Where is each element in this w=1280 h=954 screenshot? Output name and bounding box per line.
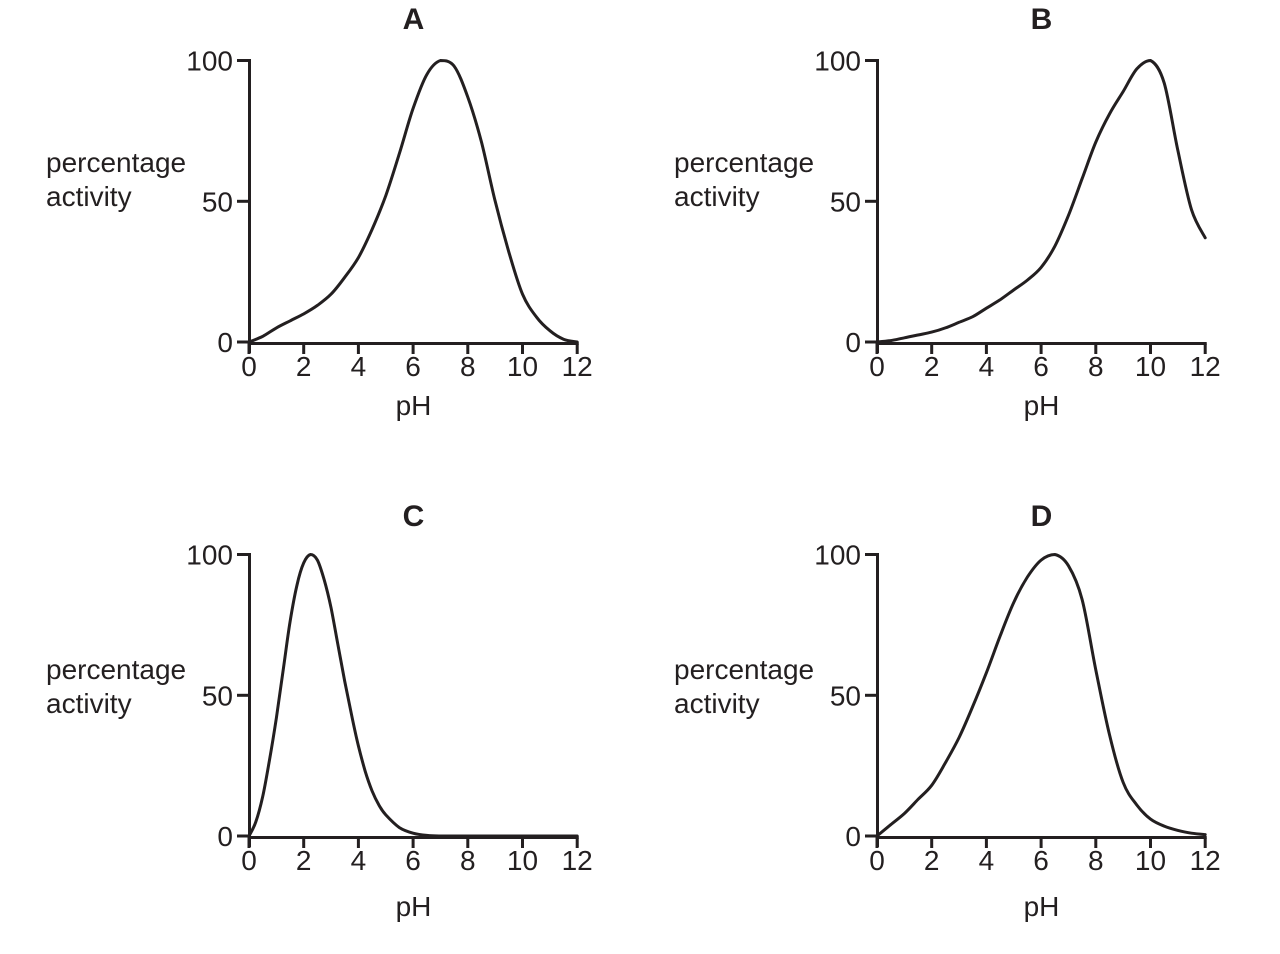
y-tick-label: 0 [845,327,861,358]
y-axis-label-line2: activity [46,688,132,719]
x-tick-label: 12 [562,845,593,876]
x-tick-label: 4 [979,351,995,382]
x-tick-label: 2 [296,351,312,382]
x-axis-label: pH [395,891,432,922]
x-tick-label: 6 [1033,845,1049,876]
x-tick-label: 0 [869,351,885,382]
chart-panel-c: 0 2 4 6 8 10 12 0 50 100 C percentage activity pH [0,477,640,954]
x-tick-label: 12 [1190,845,1221,876]
chart-title-d: D [1030,500,1053,533]
y-tick-label: 100 [814,540,861,571]
chart-panel-d: 0 2 4 6 8 10 12 0 50 100 D percentage activity pH [628,477,1280,954]
y-axis-label-line1: percentage [674,147,815,178]
y-tick-label: 0 [217,821,233,852]
x-tick-label: 0 [241,845,257,876]
x-tick-label: 8 [460,845,476,876]
y-tick-label: 50 [202,680,233,711]
chart-canvas-c: 0 2 4 6 8 10 12 0 50 100 [186,540,593,877]
x-tick-label: 6 [1033,351,1049,382]
x-tick-label: 8 [460,351,476,382]
activity-curve [247,58,579,344]
y-axis-label: percentage activity [46,653,186,721]
y-axis-label: percentage activity [46,146,186,214]
y-tick-label: 0 [217,327,233,358]
y-tick-label: 0 [845,821,861,852]
x-tick-label: 8 [1088,351,1104,382]
y-axis-label-line1: percentage [674,654,815,685]
y-tick-label: 50 [830,680,861,711]
x-tick-label: 12 [1190,351,1221,382]
chart-title-a: A [402,3,425,36]
x-tick-label: 4 [351,845,367,876]
y-axis-label-line1: percentage [46,654,187,685]
y-tick-label: 50 [830,186,861,217]
chart-canvas-a: 0 2 4 6 8 10 12 0 50 100 [186,46,593,383]
x-tick-label: 10 [1135,845,1166,876]
x-axis-label: pH [1023,891,1060,922]
activity-curve [875,58,1207,344]
y-axis-label-line2: activity [674,688,760,719]
chart-title-b: B [1030,3,1053,36]
activity-curve [875,552,1207,838]
x-tick-label: 6 [405,845,421,876]
y-axis-label-line2: activity [46,181,132,212]
y-tick-label: 100 [186,540,233,571]
x-tick-label: 12 [562,351,593,382]
x-tick-label: 0 [869,845,885,876]
y-tick-label: 100 [186,46,233,77]
chart-panel-b: 0 2 4 6 8 10 12 0 50 100 B percentage activity pH [628,0,1280,477]
y-axis-label-line2: activity [674,181,760,212]
y-tick-label: 50 [202,186,233,217]
x-tick-label: 2 [924,351,940,382]
y-axis-label: percentage activity [674,653,814,721]
y-tick-label: 100 [814,46,861,77]
activity-curve [247,552,579,838]
x-axis-label: pH [395,390,432,421]
x-tick-label: 4 [979,845,995,876]
chart-panel-a: 0 2 4 6 8 10 12 0 50 100 A percentage activity pH [0,0,640,477]
chart-canvas-d: 0 2 4 6 8 10 12 0 50 100 [814,540,1221,877]
x-tick-label: 10 [507,845,538,876]
x-tick-label: 2 [296,845,312,876]
chart-title-c: C [402,500,425,533]
x-tick-label: 10 [1135,351,1166,382]
chart-canvas-b: 0 2 4 6 8 10 12 0 50 100 [814,46,1221,383]
x-tick-label: 2 [924,845,940,876]
y-axis-label: percentage activity [674,146,814,214]
x-tick-label: 6 [405,351,421,382]
x-tick-label: 0 [241,351,257,382]
x-tick-label: 8 [1088,845,1104,876]
x-axis-label: pH [1023,390,1060,421]
x-tick-label: 10 [507,351,538,382]
x-tick-label: 4 [351,351,367,382]
y-axis-label-line1: percentage [46,147,187,178]
